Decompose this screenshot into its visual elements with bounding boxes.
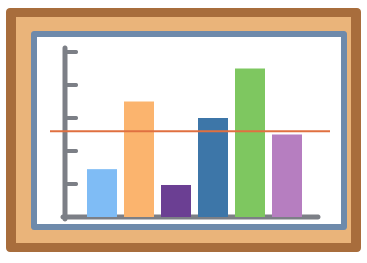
chart (0, 0, 367, 263)
bar (161, 185, 191, 217)
bar (124, 102, 154, 218)
bar (272, 135, 302, 218)
bar (87, 169, 117, 217)
bar (235, 69, 265, 218)
bar (198, 118, 228, 217)
